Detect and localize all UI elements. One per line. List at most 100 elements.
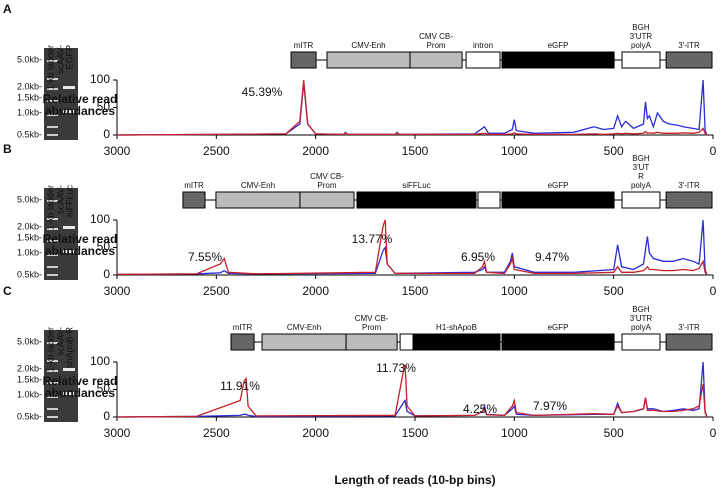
y-tick-label: 0 xyxy=(103,267,110,281)
gel-size-label: 0.5kb- xyxy=(17,129,42,139)
gel-image xyxy=(44,48,78,140)
construct-label: CMV CB- xyxy=(310,172,344,181)
data-line xyxy=(116,79,708,136)
x-tick-label: 500 xyxy=(604,426,624,440)
sample-band xyxy=(63,250,75,253)
gel-size-label: 0.5kb- xyxy=(17,269,42,279)
x-tick-label: 2000 xyxy=(302,144,329,158)
data-line xyxy=(116,79,708,136)
ladder-band xyxy=(47,114,58,116)
construct-label: 3'UTR xyxy=(630,32,653,41)
x-tick-label: 1500 xyxy=(402,144,429,158)
sample-band xyxy=(63,392,75,395)
y-tick-label: 100 xyxy=(90,72,110,86)
annotation: 7.55% xyxy=(188,250,222,264)
construct-label: eGFP xyxy=(548,323,569,332)
annotation: 13.77% xyxy=(352,232,393,246)
y-axis-title: Relative read xyxy=(43,92,118,106)
construct-label: CMV CB- xyxy=(355,314,389,323)
data-line xyxy=(116,219,708,276)
construct-label: CMV-Enh xyxy=(241,181,275,190)
construct-label: BGH xyxy=(632,154,650,163)
ladder-band xyxy=(47,126,58,128)
panel-label: A xyxy=(3,2,12,16)
y-tick-label: 50 xyxy=(97,240,111,254)
construct-element xyxy=(326,51,411,69)
y-tick-label: 0 xyxy=(103,409,110,423)
x-tick-label: 2500 xyxy=(203,426,230,440)
ladder-band xyxy=(47,78,58,80)
gel-size-label: 2.0kb- xyxy=(17,363,42,373)
construct-label: 3'-ITR xyxy=(678,323,700,332)
ladder-band xyxy=(47,342,58,344)
construct-element xyxy=(477,191,501,209)
gel-size-label: 5.0kb- xyxy=(17,336,42,346)
ladder-band xyxy=(47,266,58,268)
construct-element xyxy=(621,333,661,351)
annotation: 11.91% xyxy=(220,379,260,393)
construct-label: polyA xyxy=(631,323,652,332)
gel-size-label: 1.0kb- xyxy=(17,389,42,399)
ladder-band xyxy=(47,228,58,230)
construct-label: BGH xyxy=(632,23,650,32)
construct-label: CMV CB- xyxy=(419,32,453,41)
x-axis-title: Length of reads (10-bp bins) xyxy=(334,473,495,487)
annotation: 7.97% xyxy=(533,399,567,413)
y-axis-title: Relative read xyxy=(43,232,118,246)
construct-label: Prom xyxy=(362,323,381,332)
annotation: 6.95% xyxy=(461,250,495,264)
ladder-band xyxy=(47,240,58,242)
gel-size-label: 5.0kb- xyxy=(17,54,42,64)
construct-label: 3'-ITR xyxy=(678,41,700,50)
ladder-band xyxy=(47,200,58,202)
ladder-band xyxy=(47,134,58,136)
gel-size-label: 2.0kb- xyxy=(17,81,42,91)
ladder-band xyxy=(47,360,58,362)
sample-band xyxy=(63,226,75,229)
gel-size-label: 1.5kb- xyxy=(17,92,42,102)
construct-label: eGFP xyxy=(548,181,569,190)
x-tick-label: 0 xyxy=(710,144,717,158)
y-tick-label: 100 xyxy=(90,212,110,226)
x-tick-label: 2000 xyxy=(302,426,329,440)
construct-element xyxy=(345,333,398,351)
construct-label: Prom xyxy=(426,41,445,50)
gel-size-label: 2.0kb- xyxy=(17,221,42,231)
x-tick-label: 2500 xyxy=(203,144,230,158)
x-tick-label: 1500 xyxy=(402,426,429,440)
x-tick-label: 1500 xyxy=(402,284,429,298)
y-axis-title: abundances xyxy=(45,386,115,400)
construct-element xyxy=(290,51,317,69)
construct-label: R xyxy=(638,172,644,181)
construct-element xyxy=(501,191,615,209)
construct-label: mITR xyxy=(233,323,253,332)
construct-label: 3'UTR xyxy=(630,314,653,323)
annotation: 11.73% xyxy=(376,361,416,375)
construct-label: CMV-Enh xyxy=(287,323,321,332)
construct-element xyxy=(409,51,463,69)
panel-label: B xyxy=(3,142,12,156)
gel-size-label: 5.0kb- xyxy=(17,194,42,204)
gel-size-label: 1.5kb- xyxy=(17,374,42,384)
gel-lane-label: 1-kb ladder xyxy=(45,327,55,372)
gel-lane-label: 1-kb ladder xyxy=(45,185,55,230)
gel-lane-label: shApoB-R xyxy=(64,327,74,369)
gel-image xyxy=(44,188,78,280)
x-tick-label: 1000 xyxy=(501,426,528,440)
ladder-band xyxy=(47,416,58,418)
y-axis-title: abundances xyxy=(45,104,115,118)
annotation: 45.39% xyxy=(242,85,283,99)
gel-lane-label: scAAV- xyxy=(55,185,65,214)
construct-label: mITR xyxy=(294,41,314,50)
annotation: 9.47% xyxy=(535,250,569,264)
ladder-band xyxy=(47,218,58,220)
y-tick-label: 100 xyxy=(90,354,110,368)
gel-lane-label: scAAV- xyxy=(55,45,65,74)
y-axis-title: Relative read xyxy=(43,374,118,388)
construct-label: Prom xyxy=(317,181,336,190)
ladder-band xyxy=(47,408,58,410)
construct-element xyxy=(621,51,661,69)
x-tick-label: 500 xyxy=(604,144,624,158)
construct-label: BGH xyxy=(632,305,650,314)
x-tick-label: 0 xyxy=(710,284,717,298)
